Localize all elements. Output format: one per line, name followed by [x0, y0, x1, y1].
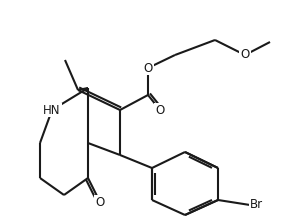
Text: HN: HN	[43, 104, 61, 117]
Text: O: O	[155, 104, 165, 117]
Text: O: O	[95, 196, 105, 209]
Text: O: O	[143, 61, 153, 74]
Text: Br: Br	[250, 199, 263, 212]
Text: O: O	[240, 49, 250, 61]
